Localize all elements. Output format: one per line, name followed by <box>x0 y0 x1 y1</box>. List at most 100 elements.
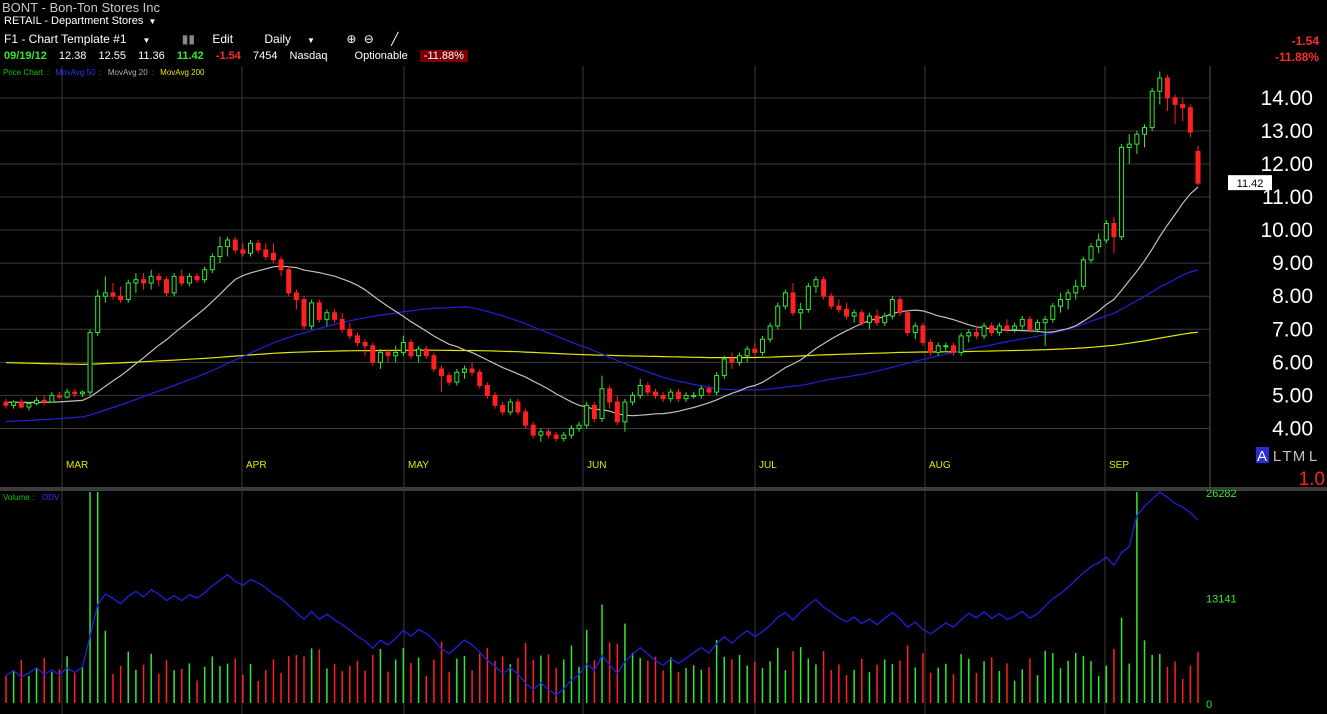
legend-ma50: MovAvg 50 <box>55 68 96 77</box>
candle-body <box>423 348 429 357</box>
scale-letter: A <box>1257 448 1267 465</box>
candle-body <box>1164 77 1170 99</box>
industry-selector[interactable]: RETAIL - Department Stores ▼ <box>4 15 156 27</box>
volume-tick-label: 13141 <box>1206 594 1237 606</box>
zoom-out-icon[interactable]: ⊖ <box>363 32 374 46</box>
candle-body <box>805 285 811 310</box>
candle-body <box>408 342 414 357</box>
candle-body <box>125 282 131 301</box>
candle-body <box>1096 239 1102 248</box>
candle-body <box>1035 322 1041 330</box>
price-tick-label: 5.00 <box>1272 384 1313 407</box>
pct-change-badge: -11.88% <box>419 50 468 62</box>
candle-body <box>1042 318 1048 324</box>
candles <box>3 71 1201 442</box>
candle-body <box>454 371 460 383</box>
quote-low: 11.36 <box>138 50 165 62</box>
candle-body <box>1119 146 1125 238</box>
period-selector[interactable]: Daily ▼ <box>264 32 329 46</box>
candle-body <box>461 368 467 373</box>
candle-body <box>912 325 918 334</box>
candle-body <box>1073 285 1079 294</box>
candle-body <box>171 275 177 294</box>
candle-body <box>782 292 788 307</box>
candle-body <box>309 302 315 327</box>
volume-axis: Volume : ODV 26282 13141 0 <box>3 488 1237 711</box>
zoom-in-icon[interactable]: ⊕ <box>346 32 357 46</box>
title-row: BONT - Bon-Ton Stores Inc <box>0 0 160 15</box>
candle-body <box>500 404 506 413</box>
candle-body <box>591 404 597 420</box>
candle-body <box>240 249 246 254</box>
price-tick-label: 12.00 <box>1260 153 1313 176</box>
candle-body <box>1088 246 1094 261</box>
candle-body <box>72 391 78 395</box>
candle-body <box>675 391 681 400</box>
candle-body <box>49 394 55 403</box>
candle-body <box>889 299 895 317</box>
candle-body <box>1142 127 1148 135</box>
legend-sep: : <box>47 68 50 77</box>
candle-body <box>973 332 979 337</box>
candle-body <box>1149 90 1155 129</box>
price-tick-label: 10.00 <box>1260 219 1313 242</box>
quote-open: 12.38 <box>58 50 87 62</box>
candle-body <box>958 335 964 353</box>
industry-label: RETAIL - Department Stores <box>4 15 144 27</box>
candle-body <box>1134 133 1140 145</box>
legend-sep: : <box>99 68 102 77</box>
candle-body <box>148 275 154 284</box>
last-price-tag <box>1228 175 1272 191</box>
candle-body <box>645 384 651 393</box>
candle-body <box>530 424 536 436</box>
candle-body <box>362 342 368 347</box>
candle-body <box>393 351 399 357</box>
ticker: BONT <box>2 0 38 15</box>
candle-body <box>698 388 704 396</box>
candle-body <box>1057 299 1063 307</box>
draw-tool-icon[interactable]: ╱ <box>391 32 399 46</box>
candle-body <box>561 434 567 439</box>
ma50-path <box>5 269 1199 423</box>
candle-body <box>1157 77 1163 92</box>
month-label: APR <box>246 460 267 471</box>
candle-body <box>775 305 781 327</box>
candle-body <box>989 325 995 334</box>
scale-letter: L <box>1273 448 1281 465</box>
price-axis: 14.00 13.00 12.00 11.00 10.00 9.00 8.00 7.00 6.0… <box>1228 87 1325 490</box>
chevron-down-icon: ▼ <box>142 36 151 45</box>
candle-body <box>790 292 796 314</box>
candle-body <box>1050 305 1056 320</box>
candle-body <box>614 401 620 423</box>
candle-body <box>1172 97 1178 105</box>
template-selector[interactable]: F1 - Chart Template #1 ▼ <box>4 32 164 46</box>
odv-path <box>5 491 1199 696</box>
candle-body <box>798 308 804 314</box>
candle-body <box>56 394 62 398</box>
candle-body <box>484 384 490 396</box>
candle-body <box>1180 103 1186 109</box>
candle-body <box>95 295 101 334</box>
quote-volume: 7454 <box>252 50 278 62</box>
candle-body <box>950 345 956 353</box>
edit-button[interactable]: ▮▮ Edit <box>182 32 247 46</box>
month-axis: MAR APR MAY JUN JUL AUG SEP <box>66 460 1129 471</box>
price-tick-label: 9.00 <box>1272 252 1313 275</box>
candle-body <box>553 434 559 439</box>
candle-body <box>714 375 720 393</box>
candle-body <box>324 312 330 320</box>
edit-label: Edit <box>212 32 234 46</box>
candle-body <box>270 252 276 261</box>
candle-body <box>18 401 24 408</box>
quote-change: -1.54 <box>215 50 241 62</box>
candle-body <box>1103 222 1109 241</box>
candle-body <box>767 325 773 340</box>
odv-legend: ODV <box>42 493 60 502</box>
legend-ma200: MovAvg 200 <box>160 68 205 77</box>
candle-body <box>141 279 147 284</box>
month-label: JUN <box>587 460 606 471</box>
candle-body <box>660 394 666 400</box>
candle-body <box>1111 222 1117 238</box>
template-label: F1 - Chart Template #1 <box>4 32 127 46</box>
candle-body <box>202 269 208 281</box>
